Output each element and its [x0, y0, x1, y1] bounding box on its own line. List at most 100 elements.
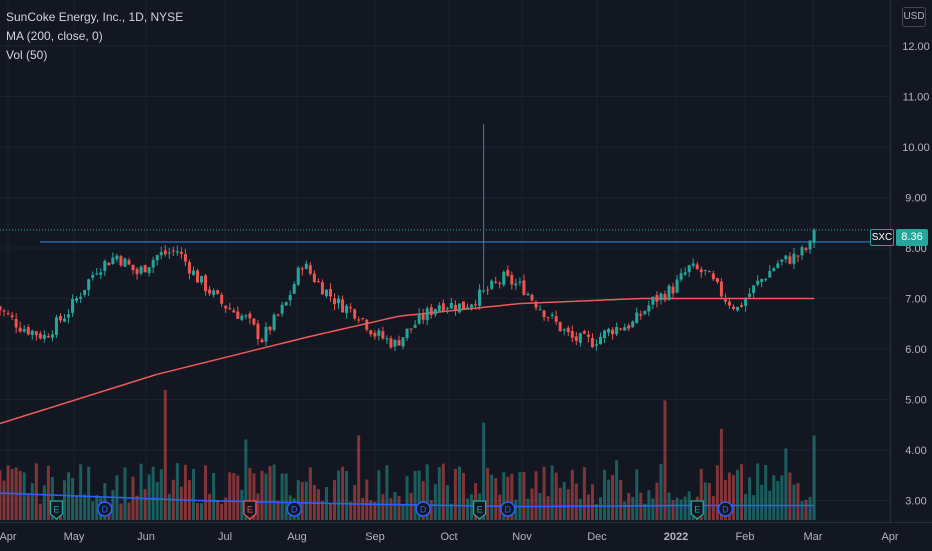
volume-bar — [308, 467, 312, 520]
candle — [429, 303, 433, 319]
candle — [26, 324, 30, 336]
candle-body — [119, 256, 123, 266]
volume-bar — [453, 468, 457, 520]
candle — [611, 327, 615, 340]
candle-body — [695, 264, 699, 269]
candle-body — [574, 336, 578, 341]
candle — [627, 323, 631, 332]
candle — [71, 294, 75, 317]
legend-ma[interactable]: MA (200, close, 0) — [6, 29, 103, 43]
candle-body — [6, 313, 10, 315]
candle-body — [776, 263, 780, 268]
volume-bar — [248, 467, 252, 520]
event-marker-label: D — [505, 505, 512, 515]
candle — [578, 332, 582, 347]
candle — [566, 325, 570, 337]
volume-bar — [208, 494, 212, 520]
candle-body — [268, 326, 272, 331]
candle-body — [54, 317, 58, 336]
volume-bar — [296, 480, 300, 520]
volume-bar — [635, 469, 639, 520]
volume-bar — [345, 471, 349, 520]
candle — [220, 292, 224, 307]
candle-body — [687, 265, 691, 273]
candle — [546, 316, 550, 322]
volume-bar — [470, 494, 474, 520]
candle — [357, 316, 361, 324]
candle — [401, 337, 405, 350]
candle — [494, 276, 498, 284]
currency-button[interactable]: USD — [902, 7, 926, 27]
price-tick-label: 4.00 — [905, 445, 926, 457]
candle-body — [42, 334, 46, 339]
candle — [14, 313, 18, 334]
candle-body — [240, 315, 244, 320]
chart-legend: SunCoke Energy, Inc., 1D, NYSE MA (200, … — [6, 8, 183, 65]
event-marker-label: D — [102, 505, 109, 515]
volume-bar — [260, 470, 264, 520]
volume-bar — [494, 478, 498, 520]
candle — [175, 245, 179, 256]
candle — [554, 310, 558, 326]
candle — [228, 302, 232, 310]
candle — [425, 306, 429, 325]
candle-body — [75, 298, 79, 301]
candle-body — [405, 328, 409, 339]
candle-body — [659, 293, 663, 300]
candle-body — [748, 293, 752, 297]
candle-body — [486, 289, 490, 291]
volume-bar — [333, 480, 337, 520]
volume-bar — [127, 502, 131, 520]
candle — [300, 266, 304, 276]
candle — [191, 266, 195, 276]
volume-bar — [776, 481, 780, 520]
candle — [482, 124, 486, 294]
event-marker-label: D — [420, 505, 427, 515]
candle — [2, 308, 6, 317]
candle-body — [756, 280, 760, 285]
event-marker-label: E — [477, 505, 483, 515]
candle-body — [586, 334, 590, 337]
candle-body — [707, 271, 711, 273]
candle — [171, 246, 175, 256]
volume-bar — [280, 473, 284, 520]
candle-body — [727, 301, 731, 306]
volume-bar — [30, 483, 34, 520]
candle — [147, 266, 151, 277]
candle-body — [103, 260, 107, 271]
legend-vol[interactable]: Vol (50) — [6, 48, 48, 62]
candle — [457, 303, 461, 314]
candle — [240, 313, 244, 322]
volume-bar — [808, 496, 812, 520]
candle — [87, 278, 91, 297]
candle — [260, 337, 264, 344]
candle — [788, 252, 792, 265]
candle-body — [494, 281, 498, 283]
candle — [655, 291, 659, 308]
candle-body — [417, 313, 421, 324]
candle — [75, 296, 79, 304]
candle — [691, 258, 695, 269]
candle — [50, 330, 54, 342]
candle — [119, 254, 123, 268]
volume-bar — [377, 470, 381, 520]
time-axis[interactable] — [0, 522, 932, 551]
volume-bar — [482, 422, 486, 520]
volume-bar — [615, 460, 619, 520]
candle — [748, 288, 752, 298]
candle — [79, 292, 83, 303]
volume-bar — [83, 494, 87, 520]
candle-body — [663, 294, 667, 301]
price-axis[interactable] — [890, 0, 932, 522]
time-tick-label: Dec — [587, 531, 607, 543]
candle-body — [800, 247, 804, 256]
candle-body — [91, 274, 95, 278]
volume-bar — [445, 485, 449, 520]
candle — [6, 310, 10, 316]
candle-body — [518, 281, 522, 283]
candle — [449, 297, 453, 310]
candle-body — [46, 336, 50, 338]
candle — [0, 305, 2, 316]
volume-bar — [26, 494, 30, 520]
